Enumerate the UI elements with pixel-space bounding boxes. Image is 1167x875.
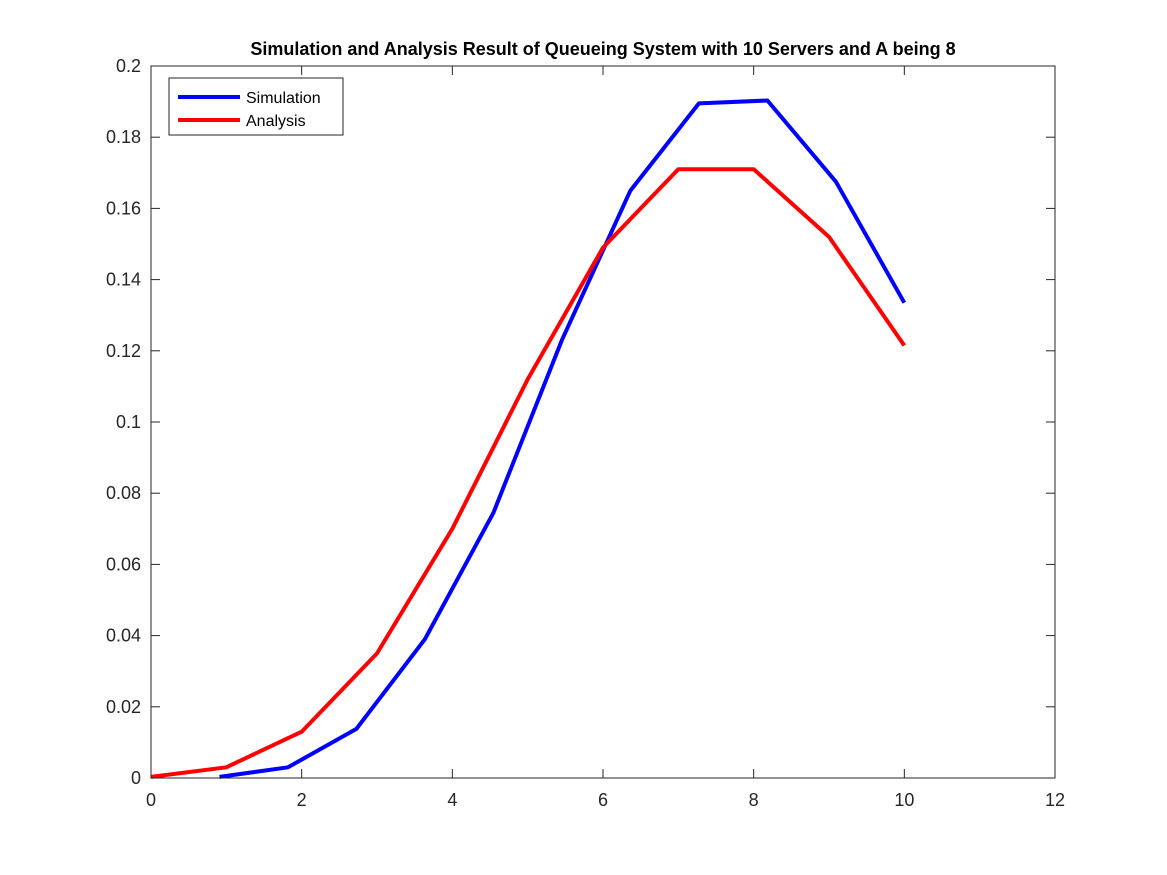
x-tick-label: 6 [598,790,608,810]
legend-label-simulation: Simulation [246,90,321,107]
series-line-analysis [150,167,906,779]
x-tick-label: 8 [749,790,759,810]
plot-area [151,66,1055,778]
series-layer [150,98,907,779]
y-tick-label: 0.2 [116,56,141,76]
legend: Simulation Analysis [168,77,344,136]
y-tick-label: 0.08 [106,483,141,503]
chart-title: Simulation and Analysis Result of Queuei… [250,39,955,59]
y-tick-label: 0.18 [106,127,141,147]
axes-box [150,65,1056,779]
y-tick-label: 0.14 [106,270,141,290]
y-tick-label: 0.02 [106,697,141,717]
y-tick-label: 0.04 [106,626,141,646]
y-tick-label: 0.16 [106,198,141,218]
legend-label-analysis: Analysis [246,113,306,130]
series-line-simulation [219,98,907,779]
y-tick-label: 0.1 [116,412,141,432]
x-tick-label: 12 [1045,790,1065,810]
x-tick-label: 0 [146,790,156,810]
y-tick-label: 0.12 [106,341,141,361]
x-tick-label: 10 [894,790,914,810]
y-tick-label: 0 [131,768,141,788]
x-tick-label: 4 [447,790,457,810]
x-tick-label: 2 [297,790,307,810]
y-tick-label: 0.06 [106,554,141,574]
legend-box [168,77,344,136]
